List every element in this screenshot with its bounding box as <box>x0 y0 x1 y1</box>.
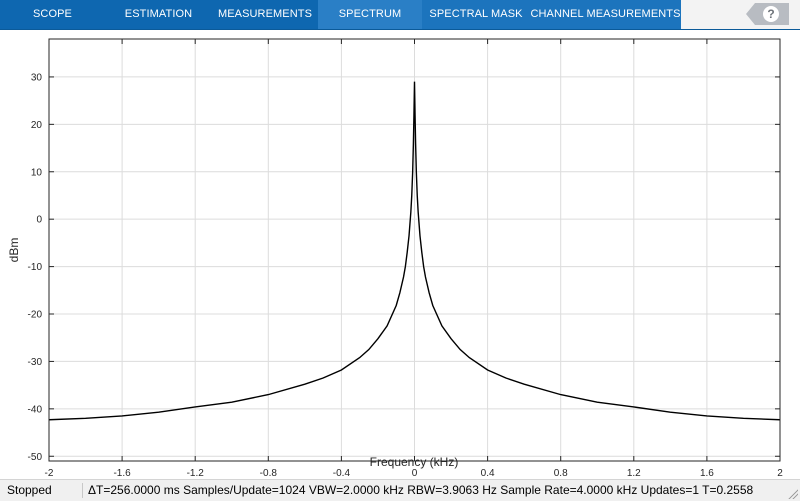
x-tick-label: -1.2 <box>187 468 205 479</box>
x-tick-label: 0.4 <box>481 468 495 479</box>
x-tick-label: -1.6 <box>113 468 131 479</box>
tab-measurements[interactable]: MEASUREMENTS <box>217 8 313 20</box>
y-tick-label: -40 <box>28 404 43 415</box>
x-axis-label: Frequency (kHz) <box>370 455 459 469</box>
status-divider <box>82 483 83 498</box>
y-tick-label: 0 <box>36 215 42 226</box>
plot-grid <box>48 39 781 461</box>
y-tick-label: 20 <box>31 120 43 131</box>
plot-frame <box>48 38 781 462</box>
help-icon[interactable]: ? <box>763 6 779 22</box>
x-tick-label: 1.2 <box>627 468 641 479</box>
tab-scope[interactable]: SCOPE <box>32 8 72 20</box>
collapse-toolstrip-icon[interactable] <box>746 3 755 25</box>
y-tick-label: 10 <box>31 167 43 178</box>
x-tick-label: -0.8 <box>260 468 278 479</box>
y-axis-label: dBm <box>7 238 21 263</box>
y-tick-label: 30 <box>31 72 43 83</box>
tab-spectral-mask[interactable]: SPECTRAL MASK <box>422 0 530 29</box>
measurement-summary: ΔT=256.0000 ms Samples/Update=1024 VBW=2… <box>88 483 754 497</box>
run-state: Stopped <box>7 483 52 497</box>
y-tick-label: -50 <box>28 452 43 463</box>
tab-channel-measurements[interactable]: CHANNEL MEASUREMENTS <box>530 0 681 29</box>
resize-grip-icon[interactable] <box>788 489 798 499</box>
y-tick-labels: -50 -40 -30 -20 -10 0 10 20 30 <box>28 72 43 462</box>
x-tick-label: 2 <box>777 468 783 479</box>
x-tick-label: -2 <box>45 468 54 479</box>
x-tick-label: -0.4 <box>333 468 351 479</box>
y-tick-label: -10 <box>28 262 43 273</box>
x-tick-label: 0.8 <box>554 468 568 479</box>
y-tick-label: -20 <box>28 310 43 321</box>
status-bar: Stopped ΔT=256.0000 ms Samples/Update=10… <box>0 479 800 501</box>
tab-estimation[interactable]: ESTIMATION <box>124 8 193 20</box>
spectrum-plot: -2 -1.6 -1.2 -0.8 -0.4 0 0.4 0.8 1.2 1.6 2 -50-40-… <box>7 38 784 479</box>
spectrum-trace <box>48 81 781 421</box>
tab-spectrum[interactable]: SPECTRUM <box>318 0 422 29</box>
y-tick-label: -30 <box>28 357 43 368</box>
toolstrip: SCOPE ESTIMATION MEASUREMENTS SPECTRUM S… <box>0 0 800 30</box>
x-tick-label: 0 <box>412 468 418 479</box>
x-tick-label: 1.6 <box>700 468 714 479</box>
x-tick-labels: -2 -1.6 -1.2 -0.8 -0.4 0 0.4 0.8 1.2 1.6 2 <box>45 468 784 479</box>
